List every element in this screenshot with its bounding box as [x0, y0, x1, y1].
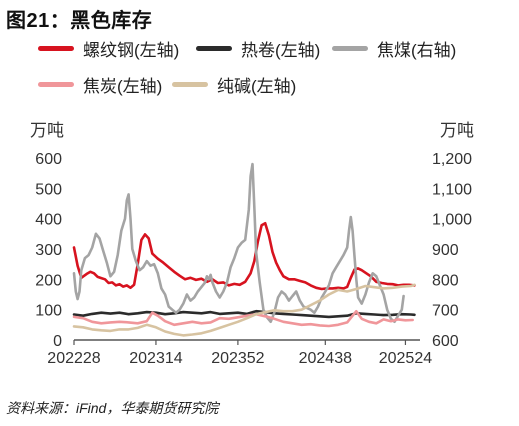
legend-item-billet: 纯碱(左轴)	[172, 72, 296, 97]
left-tick-label: 100	[35, 303, 62, 320]
left-axis-unit: 万吨	[30, 121, 64, 140]
legend-item-hrc: 热卷(左轴)	[196, 36, 320, 61]
legend-item-rebar: 螺纹钢(左轴)	[38, 36, 179, 61]
right-axis-unit: 万吨	[440, 121, 474, 140]
legend-swatch-rebar	[38, 46, 74, 51]
x-tick-label: 202524	[379, 350, 432, 367]
legend-label-coal: 焦煤(右轴)	[377, 41, 457, 60]
chart-series	[72, 162, 416, 337]
left-tick-label: 200	[35, 272, 62, 289]
legend-label-coke: 焦炭(左轴)	[83, 77, 163, 96]
legend-item-coke: 焦炭(左轴)	[38, 72, 162, 97]
legend-label-billet: 纯碱(左轴)	[217, 77, 297, 96]
left-tick-label: 0	[53, 333, 62, 350]
x-tick-label: 202352	[211, 350, 264, 367]
right-tick-label: 900	[432, 242, 459, 259]
series-line-hrc	[72, 309, 416, 319]
right-tick-label: 800	[432, 272, 459, 289]
chart-axes: 0 100 200 300 400 500 600 600 700 800 900 1,000 1,10…	[35, 151, 472, 367]
series-line-rebar	[72, 221, 416, 291]
left-tick-label: 300	[35, 242, 62, 259]
x-tick-label: 202314	[129, 350, 182, 367]
right-tick-label: 600	[432, 333, 459, 350]
left-tick-label: 500	[35, 181, 62, 198]
series-line-coal	[72, 162, 405, 324]
legend-item-coal: 焦煤(右轴)	[332, 36, 456, 61]
x-tick-label: 202438	[299, 350, 352, 367]
source-note: 资料来源：iFind，华泰期货研究院	[6, 400, 219, 416]
right-tick-label: 1,200	[432, 151, 472, 168]
legend-swatch-billet	[172, 82, 208, 87]
legend-label-rebar: 螺纹钢(左轴)	[83, 41, 180, 60]
figure-title: 图21：黑色库存	[6, 10, 153, 32]
legend-swatch-hrc	[196, 46, 232, 51]
legend-swatch-coke	[38, 82, 74, 87]
legend-swatch-coal	[332, 46, 368, 51]
x-tick-label: 202228	[47, 350, 100, 367]
legend-label-hrc: 热卷(左轴)	[241, 41, 321, 60]
series-line-billet	[72, 283, 416, 337]
left-tick-label: 400	[35, 212, 62, 229]
right-tick-label: 1,000	[432, 212, 472, 229]
right-tick-label: 700	[432, 303, 459, 320]
right-tick-label: 1,100	[432, 181, 472, 198]
left-tick-label: 600	[35, 151, 62, 168]
